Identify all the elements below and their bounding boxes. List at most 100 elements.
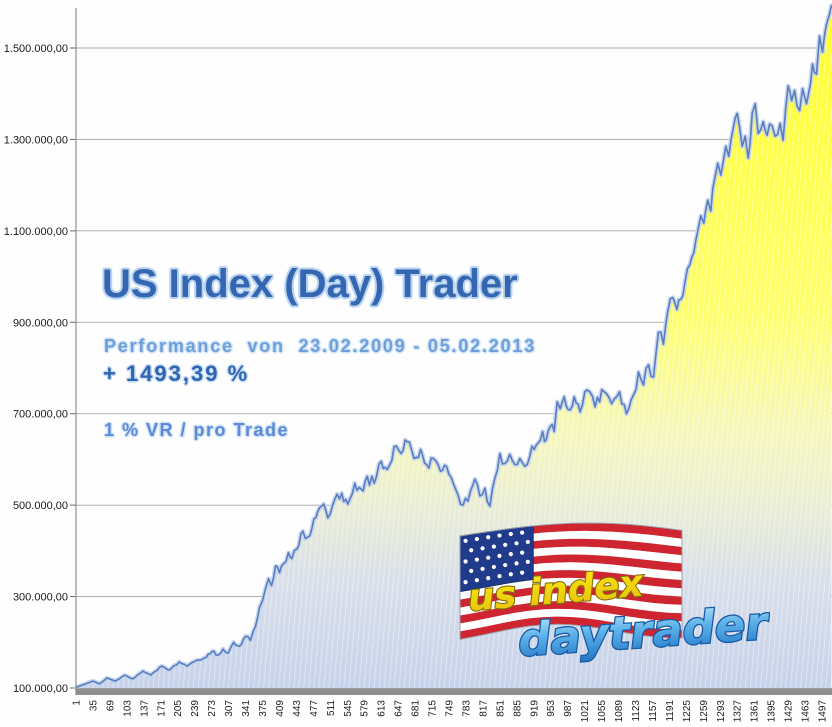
flag-star	[514, 541, 519, 546]
flag-stripe	[460, 616, 682, 640]
flag-stripe	[460, 585, 682, 608]
x-axis-label: 1089	[614, 700, 625, 723]
x-axis-label: 1463	[801, 700, 812, 723]
flag-stripe	[460, 601, 682, 624]
equity-line	[75, 5, 832, 689]
x-axis-label: 1055	[597, 700, 608, 723]
flag-star	[503, 542, 508, 547]
x-axis-label: 69	[105, 700, 116, 712]
x-axis-label: 1395	[767, 700, 778, 723]
x-axis-label: 919	[529, 700, 540, 717]
y-axis-label: 300.000,00	[13, 592, 68, 604]
y-axis-label: 900.000,00	[13, 317, 68, 329]
x-axis-bar	[76, 688, 832, 695]
flag-star	[469, 548, 474, 553]
flag-star	[497, 553, 502, 558]
y-axis-label: 100.000,00	[13, 683, 68, 695]
flag-star	[503, 562, 508, 568]
flag-star	[463, 538, 468, 543]
x-axis-label: 1	[72, 700, 83, 706]
x-axis-label: 715	[428, 700, 439, 717]
x-axis-label: 1361	[750, 700, 761, 723]
flag-star	[474, 536, 479, 542]
x-axis-label: 103	[122, 700, 133, 717]
flag-star	[520, 550, 525, 555]
y-axis-labels: 100.000,00 300.000,00 500.000,00 700.000,00…	[4, 43, 68, 695]
flag-star	[508, 572, 513, 577]
flag-star	[480, 546, 485, 551]
flag-star	[525, 559, 530, 565]
flag-star	[525, 539, 530, 545]
performance-total: + 1493,39 %	[103, 361, 250, 386]
x-axis-label: 783	[461, 700, 472, 717]
y-axis-label: 1.300.000,00	[4, 134, 68, 146]
x-axis-label: 647	[394, 700, 405, 717]
flag-star	[463, 559, 468, 564]
flag-stripe	[460, 608, 682, 632]
flag-outline	[459, 522, 683, 641]
flag-star	[474, 578, 479, 583]
x-axis-label: 885	[512, 700, 523, 717]
x-axis-label: 307	[224, 700, 235, 717]
x-axis-label: 749	[445, 700, 456, 717]
x-axis-label: 1123	[631, 700, 642, 722]
x-axis-label: 1327	[733, 700, 744, 723]
x-axis-label: 409	[275, 700, 286, 717]
flag-star	[486, 576, 491, 581]
y-axis-label: 500.000,00	[13, 500, 68, 512]
x-axis-label: 1293	[716, 700, 727, 723]
flag-star	[486, 555, 491, 560]
us-index-daytrader-logo: us index daytrader	[459, 522, 770, 666]
flag-star	[474, 557, 479, 562]
flag-star	[469, 568, 474, 573]
x-axis-label: 1259	[699, 700, 710, 723]
x-axis-label: 137	[139, 700, 150, 717]
x-axis-label: 851	[495, 700, 506, 717]
x-axis-label: 1429	[784, 700, 795, 723]
y-axis-label: 700.000,00	[13, 409, 68, 421]
us-flag-icon	[459, 522, 683, 641]
equity-area-texture	[76, 5, 832, 689]
x-axis-label: 579	[360, 700, 371, 717]
x-axis-label: 613	[377, 700, 388, 717]
flag-star	[486, 535, 491, 540]
flag-star	[520, 530, 525, 535]
x-axis-label: 341	[241, 700, 252, 717]
x-axis-label: 1497	[818, 700, 829, 723]
x-axis-label: 205	[173, 700, 184, 717]
flag-stripe	[460, 593, 682, 616]
x-axis-label: 375	[258, 700, 269, 717]
flag-star	[520, 570, 525, 575]
x-axis-label: 443	[292, 700, 303, 717]
x-axis-label: 239	[190, 700, 201, 717]
flag-stripe	[460, 577, 682, 600]
x-axis-label: 171	[156, 700, 167, 717]
x-axis-label: 545	[343, 700, 354, 717]
flag-star	[514, 561, 519, 566]
page-title: US Index (Day) Trader	[102, 262, 518, 306]
x-axis-label: 1021	[580, 700, 591, 723]
x-axis-label: 1191	[665, 700, 676, 722]
x-axis-label: 35	[88, 700, 99, 712]
x-axis-label: 681	[411, 700, 422, 717]
flag-star	[491, 564, 496, 570]
flag-star	[480, 566, 485, 571]
x-axis-label: 477	[309, 700, 320, 717]
flag-star	[497, 574, 502, 579]
flag-star	[497, 533, 502, 538]
x-axis-labels: 1 35 69 103 137 171 205 239 273 307 341 375 409 443 47…	[72, 700, 829, 723]
y-axis-label: 1.500.000,00	[4, 43, 68, 55]
x-axis-label: 1157	[648, 700, 659, 722]
risk-note: 1 % VR / pro Trade	[104, 420, 290, 440]
flag-star	[491, 544, 496, 549]
x-axis-label: 987	[563, 700, 574, 717]
x-axis-label: 511	[326, 700, 337, 716]
x-axis-label: 273	[207, 700, 218, 717]
y-axis-label: 1.100.000,00	[4, 226, 68, 238]
performance-period: Performance von 23.02.2009 - 05.02.2013	[104, 336, 537, 356]
flag-star	[508, 531, 513, 537]
x-axis-label: 953	[546, 700, 557, 717]
flag-star	[508, 552, 513, 557]
